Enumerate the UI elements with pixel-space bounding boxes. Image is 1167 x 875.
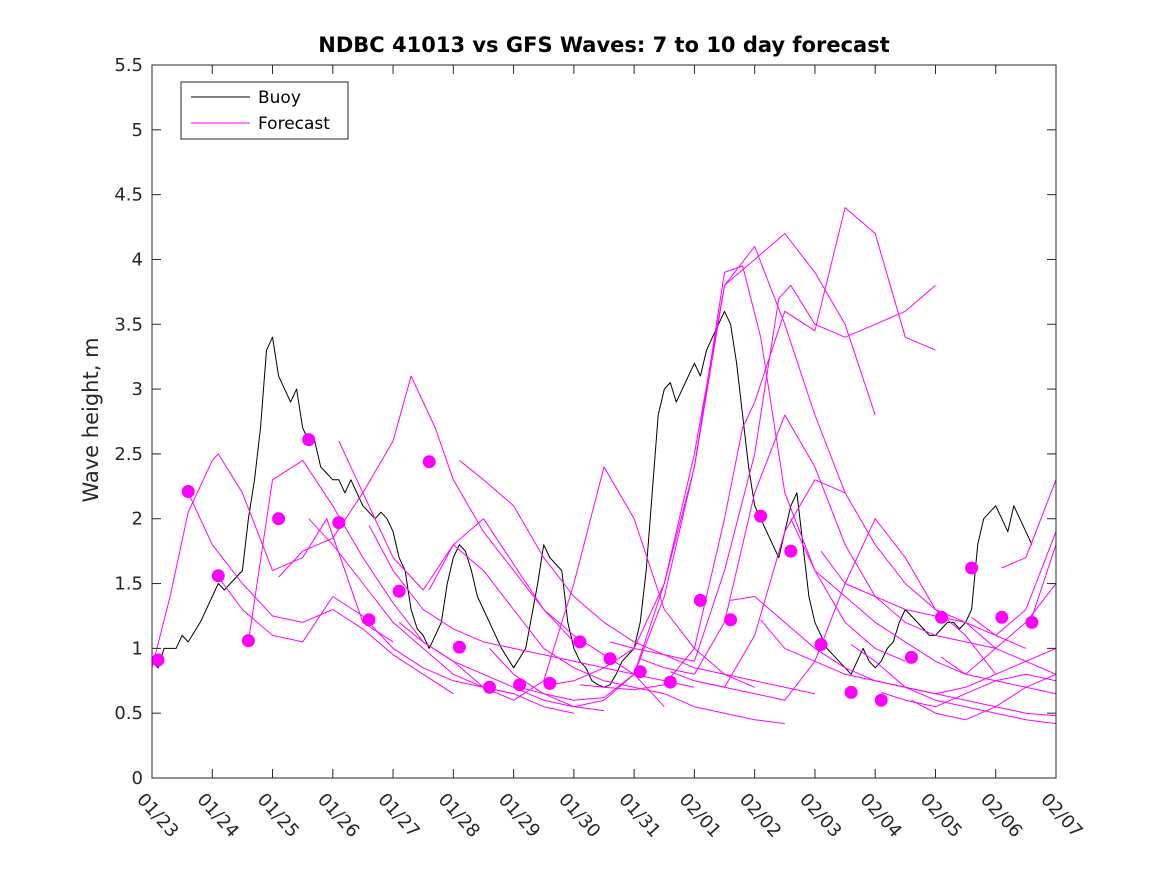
series-line-forecast-30 <box>1031 544 1056 618</box>
series-line-forecast-10 <box>428 544 785 725</box>
forecast-marker <box>452 640 466 654</box>
series-line-forecast-25 <box>881 673 1056 708</box>
y-tick-label: 5 <box>132 120 143 141</box>
forecast-marker <box>663 675 677 689</box>
y-tick-label: 2.5 <box>114 444 143 465</box>
y-tick-label: 5.5 <box>114 55 143 76</box>
forecast-marker <box>483 680 496 694</box>
series-line-forecast-27 <box>941 583 1056 675</box>
forecast-marker <box>272 512 286 526</box>
forecast-marker <box>332 516 346 530</box>
y-tick-label: 4.5 <box>114 185 143 206</box>
series-line-forecast-11 <box>459 460 816 695</box>
series-line-forecast-24 <box>850 644 1056 695</box>
plot-background <box>152 65 1056 778</box>
forecast-marker <box>513 678 527 692</box>
chart-title: NDBC 41013 vs GFS Waves: 7 to 10 day for… <box>318 33 889 57</box>
y-tick-label: 1.5 <box>114 574 143 595</box>
forecast-marker <box>935 610 948 624</box>
y-tick-label: 0 <box>132 768 143 789</box>
forecast-marker <box>754 509 768 523</box>
series-line-forecast-26 <box>911 673 1056 721</box>
y-tick-label: 3.5 <box>114 314 143 335</box>
x-tick-label: 01/25 <box>253 789 303 842</box>
series-line-forecast-16 <box>609 284 936 662</box>
x-tick-label: 01/28 <box>434 789 484 842</box>
forecast-marker <box>211 569 225 583</box>
x-tick-label: 01/26 <box>313 789 363 842</box>
forecast-marker <box>392 584 406 598</box>
axes-box <box>151 64 1057 779</box>
x-tick-label: 01/23 <box>132 789 182 842</box>
x-tick-label: 02/02 <box>735 789 785 842</box>
x-tick-label: 02/03 <box>795 789 845 842</box>
plot-area: 00.511.522.533.544.555.501/23 01/24 01/25 0… <box>114 55 1086 842</box>
x-tick-label: 02/01 <box>675 789 725 842</box>
y-tick-label: 0.5 <box>114 703 143 724</box>
forecast-marker <box>422 455 436 469</box>
series-line-forecast-17 <box>640 414 996 675</box>
legend-box <box>180 81 349 140</box>
forecast-marker <box>362 613 376 627</box>
legend-label-buoy: Buoy <box>258 88 301 108</box>
forecast-marker <box>965 561 979 575</box>
forecast-marker <box>633 665 647 679</box>
y-tick-label: 4 <box>132 249 143 270</box>
y-tick-label: 1 <box>132 638 143 659</box>
x-tick-label: 01/31 <box>614 789 664 842</box>
x-tick-label: 02/06 <box>976 789 1026 842</box>
x-tick-label: 01/24 <box>193 789 243 842</box>
forecast-marker <box>784 544 798 558</box>
series-line-forecast-22 <box>790 518 1056 695</box>
x-tick-label: 01/29 <box>494 789 544 842</box>
forecast-marker <box>844 685 858 699</box>
forecast-marker <box>603 652 617 666</box>
series-line-forecast-6 <box>308 518 575 714</box>
x-tick-label: 01/27 <box>373 789 423 842</box>
series-line-forecast-2 <box>187 492 454 695</box>
forecast-marker <box>543 676 557 690</box>
series-line-forecast-29 <box>1001 479 1056 569</box>
forecast-marker <box>724 613 738 627</box>
forecast-marker <box>302 433 316 447</box>
x-tick-label: 02/04 <box>855 789 905 842</box>
forecast-marker <box>151 653 165 667</box>
series-line-forecast-3 <box>217 576 514 695</box>
y-tick-label: 2 <box>132 509 143 530</box>
forecast-marker <box>573 635 587 649</box>
forecast-marker <box>1025 615 1039 629</box>
series-line-forecast-15 <box>579 207 936 691</box>
legend-label-forecast: Forecast <box>258 114 330 134</box>
forecast-marker <box>874 693 888 707</box>
x-tick-label: 01/30 <box>554 789 604 842</box>
y-axis-label: Wave height, m <box>79 337 103 502</box>
series-line-forecast-5 <box>278 375 575 643</box>
series-line-forecast-1 <box>152 453 394 668</box>
forecast-marker <box>814 638 828 651</box>
series-line-forecast-28 <box>971 531 1056 636</box>
legend: Buoy Forecast <box>180 81 349 140</box>
forecast-marker <box>995 610 1009 624</box>
forecast-marker <box>693 593 707 607</box>
forecast-marker <box>181 485 195 498</box>
y-tick-label: 3 <box>132 379 143 400</box>
x-tick-label: 02/07 <box>1036 789 1086 842</box>
forecast-marker <box>904 650 918 664</box>
forecast-marker <box>241 634 255 648</box>
x-tick-label: 02/05 <box>916 789 966 842</box>
